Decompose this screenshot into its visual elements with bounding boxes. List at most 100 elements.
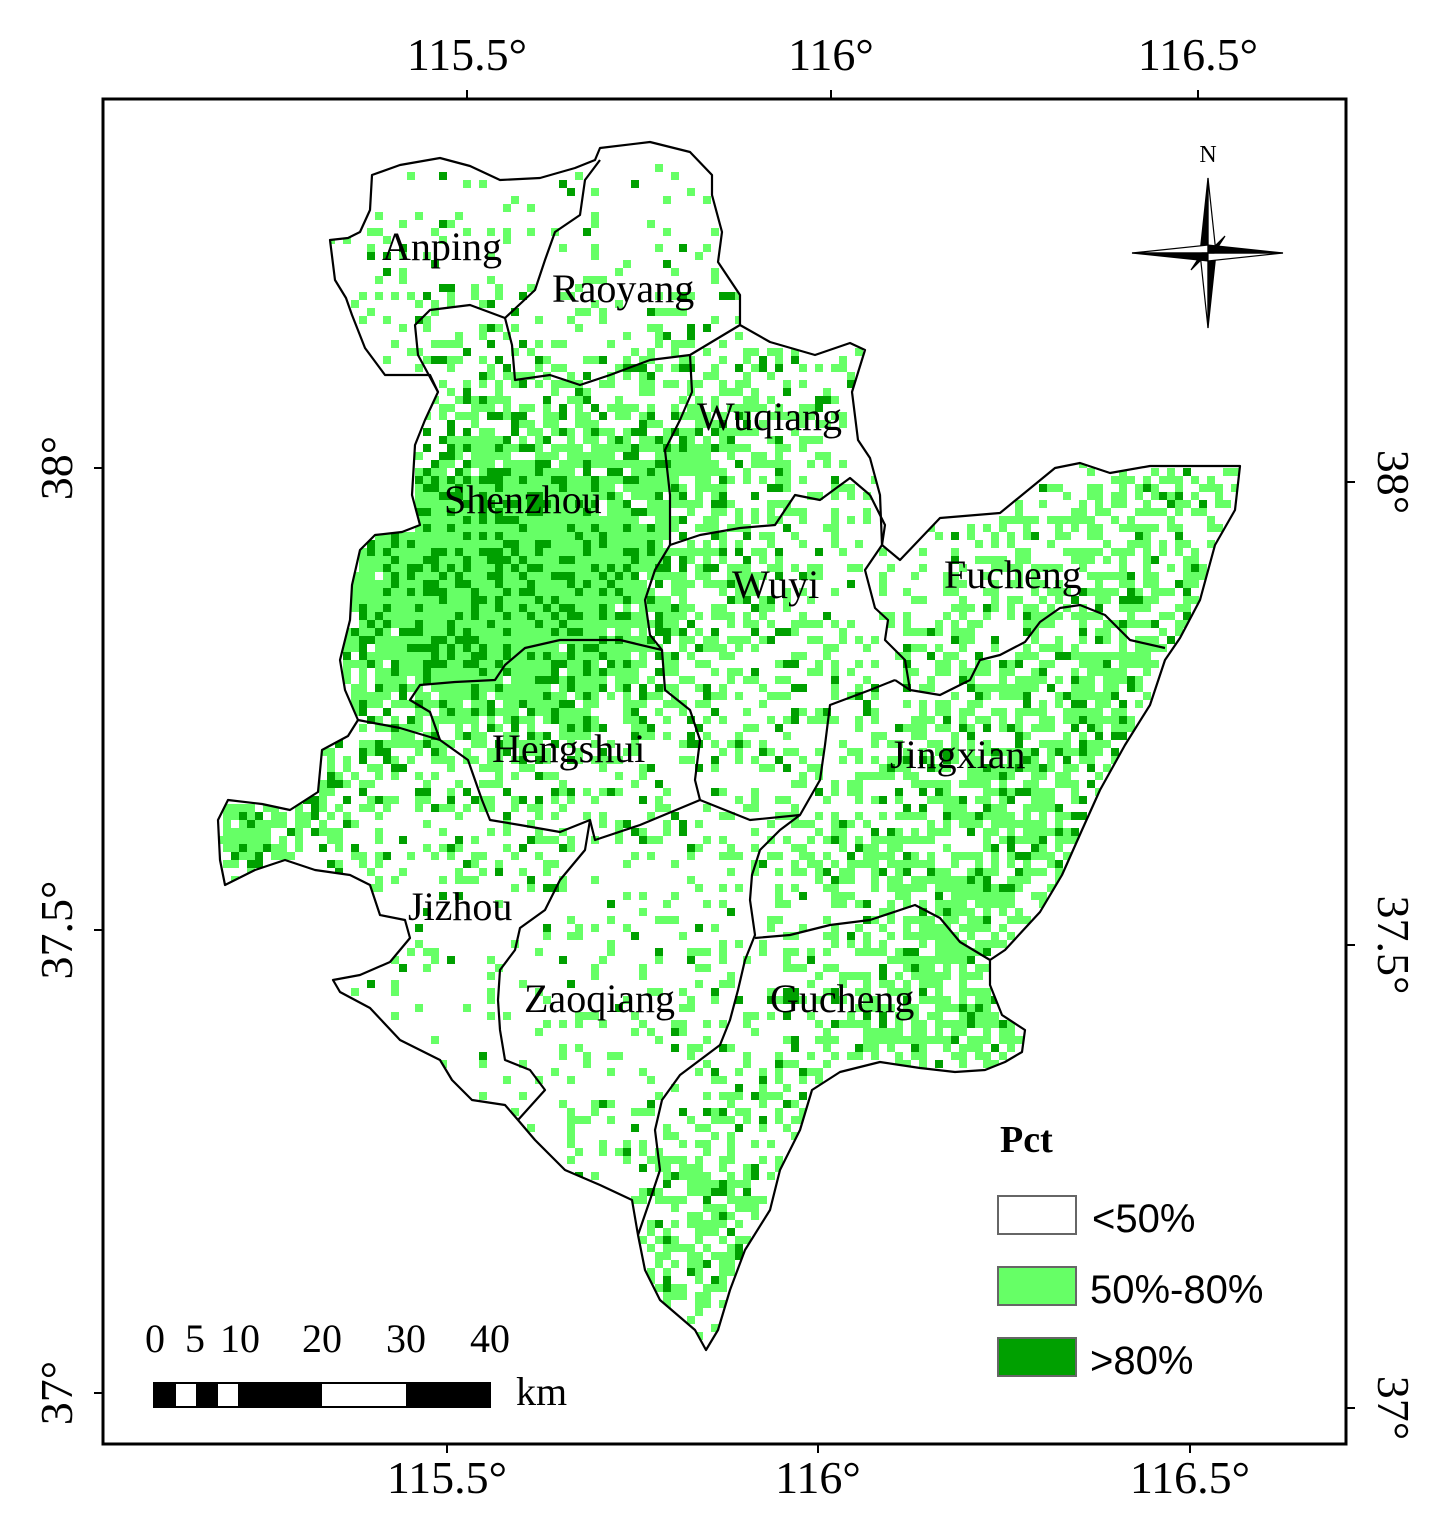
raster-cell-mid xyxy=(511,604,519,612)
raster-cell-high xyxy=(527,580,535,588)
raster-cell-mid xyxy=(487,612,495,620)
raster-cell-mid xyxy=(663,596,671,604)
raster-cell-mid xyxy=(1175,620,1183,628)
raster-cell-mid xyxy=(423,820,431,828)
raster-cell-mid xyxy=(255,844,263,852)
raster-cell-mid xyxy=(503,564,511,572)
raster-cell-mid xyxy=(831,532,839,540)
raster-cell-mid xyxy=(815,1036,823,1044)
raster-cell-mid xyxy=(919,980,927,988)
raster-cell-mid xyxy=(1087,684,1095,692)
raster-cell-mid xyxy=(599,756,607,764)
raster-cell-mid xyxy=(559,652,567,660)
raster-cell-high xyxy=(551,476,559,484)
raster-cell-high xyxy=(559,572,567,580)
raster-cell-mid xyxy=(623,1140,631,1148)
raster-cell-mid xyxy=(1031,796,1039,804)
raster-cell-mid xyxy=(407,596,415,604)
raster-cell-mid xyxy=(455,660,463,668)
raster-cell-mid xyxy=(743,380,751,388)
raster-cell-mid xyxy=(831,860,839,868)
raster-cell-mid xyxy=(359,316,367,324)
raster-cell-mid xyxy=(695,700,703,708)
raster-cell-high xyxy=(1039,668,1047,676)
raster-cell-mid xyxy=(775,356,783,364)
raster-cell-high xyxy=(431,732,439,740)
raster-cell-high xyxy=(655,1220,663,1228)
raster-cell-mid xyxy=(559,780,567,788)
raster-cell-mid xyxy=(487,460,495,468)
raster-cell-high xyxy=(951,556,959,564)
raster-cell-mid xyxy=(471,508,479,516)
raster-cell-mid xyxy=(591,1100,599,1108)
raster-cell-mid xyxy=(687,604,695,612)
raster-cell-high xyxy=(775,484,783,492)
raster-cell-mid xyxy=(343,756,351,764)
raster-cell-mid xyxy=(351,852,359,860)
raster-cell-mid xyxy=(927,860,935,868)
raster-cell-mid xyxy=(1119,556,1127,564)
raster-cell-mid xyxy=(1007,932,1015,940)
raster-cell-mid xyxy=(503,636,511,644)
raster-cell-mid xyxy=(1055,676,1063,684)
raster-cell-mid xyxy=(599,812,607,820)
raster-cell-mid xyxy=(591,188,599,196)
raster-cell-mid xyxy=(607,604,615,612)
raster-cell-mid xyxy=(663,716,671,724)
raster-cell-mid xyxy=(319,788,327,796)
raster-cell-mid xyxy=(1207,484,1215,492)
raster-cell-mid xyxy=(679,1140,687,1148)
raster-cell-mid xyxy=(1039,796,1047,804)
raster-cell-mid xyxy=(831,924,839,932)
raster-cell-high xyxy=(447,708,455,716)
raster-cell-high xyxy=(663,260,671,268)
raster-cell-mid xyxy=(1071,788,1079,796)
raster-cell-high xyxy=(559,556,567,564)
raster-cell-mid xyxy=(823,716,831,724)
raster-cell-mid xyxy=(575,284,583,292)
raster-cell-mid xyxy=(567,796,575,804)
raster-cell-high xyxy=(391,532,399,540)
raster-cell-high xyxy=(895,788,903,796)
raster-cell-mid xyxy=(655,548,663,556)
raster-cell-mid xyxy=(663,1124,671,1132)
raster-cell-mid xyxy=(343,764,351,772)
raster-cell-mid xyxy=(1055,772,1063,780)
raster-cell-mid xyxy=(1111,548,1119,556)
raster-cell-mid xyxy=(583,812,591,820)
raster-cell-mid xyxy=(1007,1036,1015,1044)
raster-cell-mid xyxy=(991,772,999,780)
raster-cell-mid xyxy=(567,1124,575,1132)
raster-cell-high xyxy=(831,1020,839,1028)
raster-cell-mid xyxy=(479,332,487,340)
raster-cell-mid xyxy=(751,516,759,524)
raster-cell-mid xyxy=(551,540,559,548)
raster-cell-mid xyxy=(535,692,543,700)
raster-cell-mid xyxy=(519,460,527,468)
raster-cell-high xyxy=(815,788,823,796)
raster-cell-mid xyxy=(623,428,631,436)
raster-cell-high xyxy=(1087,780,1095,788)
raster-cell-high xyxy=(655,684,663,692)
raster-cell-high xyxy=(599,588,607,596)
raster-cell-mid xyxy=(839,484,847,492)
raster-cell-mid xyxy=(735,940,743,948)
raster-cell-mid xyxy=(623,572,631,580)
raster-cell-mid xyxy=(431,540,439,548)
raster-cell-mid xyxy=(407,636,415,644)
raster-cell-mid xyxy=(1167,476,1175,484)
raster-cell-mid xyxy=(983,748,991,756)
raster-cell-mid xyxy=(647,380,655,388)
raster-cell-mid xyxy=(807,564,815,572)
raster-cell-mid xyxy=(983,668,991,676)
raster-cell-mid xyxy=(607,444,615,452)
raster-cell-mid xyxy=(231,836,239,844)
raster-cell-mid xyxy=(1119,492,1127,500)
scale-label-20: 20 xyxy=(302,1316,342,1361)
raster-cell-mid xyxy=(591,740,599,748)
raster-cell-mid xyxy=(399,564,407,572)
raster-cell-mid xyxy=(727,1116,735,1124)
raster-cell-mid xyxy=(495,388,503,396)
raster-cell-mid xyxy=(799,404,807,412)
raster-cell-mid xyxy=(919,628,927,636)
